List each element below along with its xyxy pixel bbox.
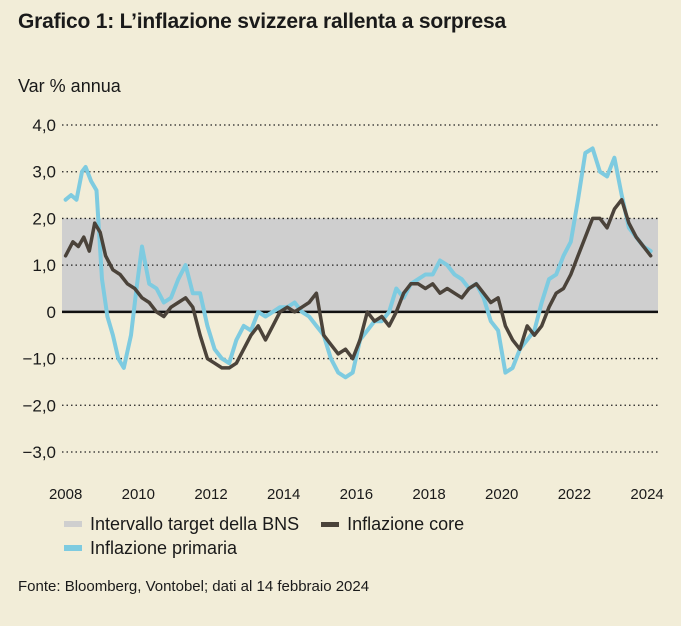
legend-label-band: Intervallo target della BNS <box>90 514 300 534</box>
legend: Intervallo target della BNS Inflazione c… <box>64 512 486 560</box>
y-tick-label: −1,0 <box>22 350 56 369</box>
legend-item-core: Inflazione core <box>321 512 464 536</box>
y-tick-label: 2,0 <box>32 209 56 228</box>
legend-item-band: Intervallo target della BNS <box>64 512 299 536</box>
legend-swatch-headline <box>64 545 82 551</box>
x-tick-label: 2020 <box>485 486 518 500</box>
x-tick-label: 2016 <box>340 486 373 500</box>
legend-label-core: Inflazione core <box>347 514 465 534</box>
y-tick-label: 4,0 <box>32 116 56 135</box>
series-line-headline <box>63 146 653 380</box>
x-tick-labels: 2008 2010 2012 2014 2016 2018 2020 2022 2024 <box>49 486 664 500</box>
x-tick-label: 2012 <box>194 486 227 500</box>
x-tick-label: 2022 <box>558 486 591 500</box>
legend-swatch-core <box>321 521 340 527</box>
series-line-core <box>63 197 653 370</box>
line-chart: 4,03,02,01,00−1,0−2,0−3,0 2008 2010 2012 20… <box>22 116 664 500</box>
x-tick-label: 2018 <box>412 486 445 500</box>
y-tick-label: 0 <box>47 303 56 322</box>
legend-label-headline: Inflazione primaria <box>90 538 238 558</box>
y-tick-label: −3,0 <box>22 443 56 462</box>
legend-swatch-band <box>64 521 82 527</box>
y-tick-label: −2,0 <box>22 396 56 415</box>
x-tick-label: 2008 <box>49 486 82 500</box>
legend-item-headline: Inflazione primaria <box>64 536 237 560</box>
x-tick-label: 2010 <box>122 486 155 500</box>
source-note: Fonte: Bloomberg, Vontobel; dati al 14 f… <box>18 578 370 595</box>
y-axis-label: Var % annua <box>18 76 121 96</box>
y-tick-label: 1,0 <box>32 256 56 275</box>
series-lines <box>63 146 653 380</box>
x-tick-label: 2024 <box>630 486 663 500</box>
y-tick-label: 3,0 <box>32 163 56 182</box>
grid-lines <box>62 124 658 453</box>
x-tick-label: 2014 <box>267 486 300 500</box>
y-tick-labels: 4,0 3,0 2,0 1,0 0 −1,0 −2,0 −3,0 <box>22 116 56 462</box>
chart-title: Grafico 1: L’inflazione svizzera rallent… <box>18 10 506 33</box>
